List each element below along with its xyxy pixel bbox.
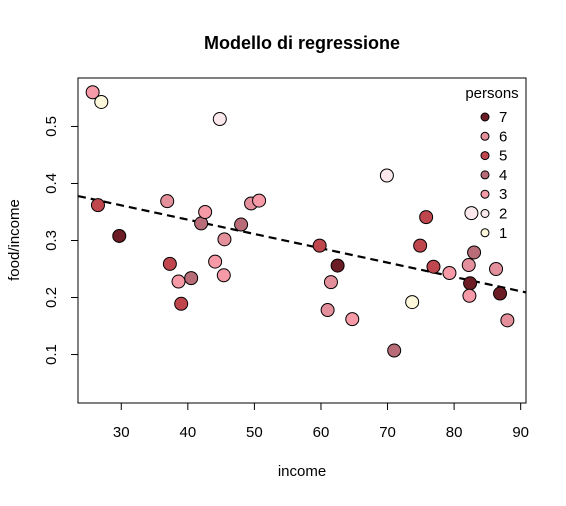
data-point bbox=[85, 85, 100, 100]
data-point bbox=[426, 259, 441, 274]
y-tick-label: 0.3 bbox=[43, 230, 60, 251]
data-point bbox=[312, 238, 327, 253]
data-point bbox=[217, 232, 232, 247]
data-point bbox=[90, 198, 105, 213]
data-point bbox=[198, 204, 213, 219]
y-tick-label: 0.2 bbox=[43, 287, 60, 308]
legend-marker bbox=[480, 209, 490, 218]
legend: persons 7 6 5 4 3 2 1 bbox=[465, 85, 518, 242]
data-point bbox=[413, 238, 428, 253]
legend-label: 6 bbox=[499, 128, 507, 145]
legend-marker bbox=[480, 170, 490, 180]
data-point bbox=[94, 94, 109, 109]
legend-label: 5 bbox=[499, 148, 507, 165]
x-tick-label: 40 bbox=[179, 424, 196, 441]
y-tick-label: 0.4 bbox=[43, 173, 60, 194]
y-axis-label: food/income bbox=[6, 199, 23, 281]
data-point bbox=[442, 266, 457, 280]
data-point bbox=[462, 288, 477, 303]
data-point bbox=[345, 312, 360, 327]
x-axis-label: income bbox=[278, 463, 326, 480]
x-tick-label: 50 bbox=[246, 424, 263, 441]
legend-marker bbox=[480, 112, 490, 122]
legend-marker bbox=[480, 189, 490, 199]
data-point bbox=[461, 258, 476, 273]
legend-label: 3 bbox=[499, 186, 507, 203]
y-tick-label: 0.1 bbox=[43, 344, 60, 365]
data-point bbox=[112, 228, 127, 243]
data-point bbox=[467, 245, 482, 260]
regression-line bbox=[77, 194, 527, 294]
legend-label: 1 bbox=[499, 225, 507, 242]
data-point bbox=[489, 262, 504, 277]
data-points bbox=[85, 85, 515, 358]
data-point bbox=[419, 210, 434, 225]
data-point bbox=[212, 112, 227, 127]
x-tick-label: 80 bbox=[446, 424, 463, 441]
legend-label: 2 bbox=[499, 206, 507, 223]
regression-line-group bbox=[77, 194, 527, 294]
data-point bbox=[252, 193, 267, 208]
legend-marker bbox=[480, 228, 490, 238]
x-tick-label: 30 bbox=[113, 424, 130, 441]
chart-title: Modello di regressione bbox=[204, 33, 400, 53]
data-point bbox=[387, 343, 402, 358]
data-point bbox=[234, 217, 249, 232]
data-point bbox=[208, 254, 223, 269]
legend-title: persons bbox=[465, 85, 518, 102]
legend-marker bbox=[480, 131, 490, 141]
data-point bbox=[500, 313, 515, 328]
legend-label: 7 bbox=[499, 109, 507, 126]
data-point bbox=[463, 276, 478, 291]
legend-marker bbox=[480, 151, 490, 161]
plot-frame bbox=[77, 77, 527, 404]
data-point bbox=[464, 206, 479, 221]
y-tick-label: 0.5 bbox=[43, 116, 60, 137]
x-tick-label: 90 bbox=[512, 424, 529, 441]
data-point bbox=[330, 258, 345, 273]
x-tick-label: 70 bbox=[379, 424, 396, 441]
legend-label: 4 bbox=[499, 167, 507, 184]
data-point bbox=[216, 268, 231, 283]
data-point bbox=[162, 256, 177, 271]
data-point bbox=[323, 275, 338, 290]
data-point bbox=[493, 286, 508, 301]
data-point bbox=[171, 274, 186, 289]
data-point bbox=[160, 194, 175, 209]
data-point bbox=[379, 168, 394, 183]
data-point bbox=[174, 296, 189, 311]
data-point bbox=[184, 271, 199, 286]
data-point bbox=[320, 303, 335, 318]
data-point bbox=[405, 295, 420, 310]
x-tick-label: 60 bbox=[313, 424, 330, 441]
y-axis: 0.1 0.2 0.3 0.4 0.5 bbox=[43, 116, 79, 365]
x-axis: 30 40 50 60 70 80 90 bbox=[113, 402, 529, 441]
